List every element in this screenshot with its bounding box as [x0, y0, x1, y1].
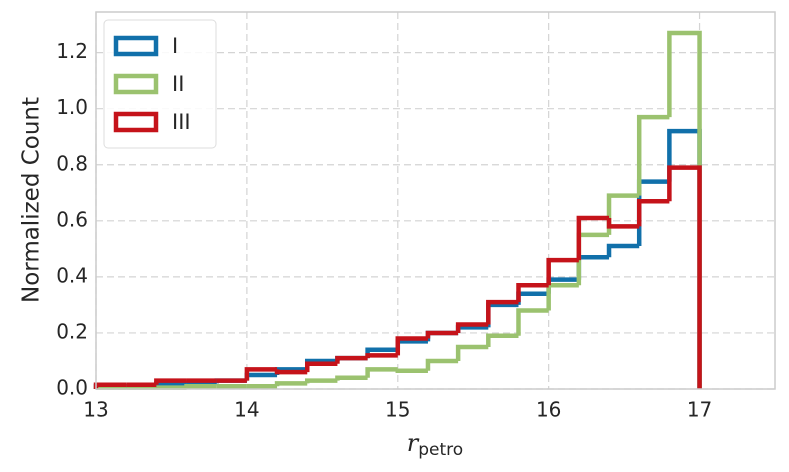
hist-step	[606, 193, 640, 235]
legend-swatch	[113, 35, 159, 57]
hist-step	[425, 358, 459, 371]
x-tick-label: 16	[536, 398, 561, 422]
y-tick-label: 1.2	[56, 39, 88, 63]
hist-step	[516, 283, 549, 303]
hist-step	[335, 375, 368, 381]
hist-step	[516, 291, 549, 305]
x-axis-label-main: r	[407, 429, 420, 457]
hist-step	[154, 378, 187, 385]
hist-step	[395, 368, 428, 374]
hist-step	[395, 339, 428, 350]
hist-step	[395, 336, 428, 356]
y-axis-label: Normalized Count	[19, 97, 45, 303]
hist-step	[304, 361, 338, 373]
x-tick-label: 15	[385, 398, 410, 422]
y-tick-label: 1.0	[56, 95, 88, 119]
hist-step	[576, 232, 610, 286]
hist-step	[516, 308, 549, 336]
hist-step	[546, 283, 579, 311]
y-tick-label: 0.4	[56, 263, 88, 287]
hist-step	[486, 302, 519, 328]
hist-step	[606, 243, 640, 258]
y-tick-label: 0.2	[56, 319, 88, 343]
hist-step	[486, 333, 519, 347]
hist-step	[425, 330, 459, 339]
hist-step	[636, 198, 670, 227]
hist-step	[636, 114, 670, 196]
hist-step	[455, 344, 489, 361]
hist-step	[576, 215, 610, 261]
legend-swatch	[113, 111, 159, 133]
hist-step	[667, 30, 702, 389]
x-axis-label-sub: petro	[418, 440, 463, 460]
x-tick-label: 17	[687, 398, 712, 422]
hist-step	[486, 299, 519, 325]
series	[93, 165, 702, 389]
hist-step	[455, 322, 489, 333]
hist-step	[244, 372, 278, 381]
plot-frame	[95, 11, 776, 390]
hist-step	[455, 325, 489, 333]
hist-step	[184, 383, 217, 389]
legend-swatch	[113, 73, 159, 95]
legend-label: II	[172, 72, 184, 96]
histogram	[93, 30, 702, 390]
x-axis-label: rpetro	[407, 429, 463, 461]
x-tick-label: 13	[83, 398, 108, 422]
hist-step	[244, 367, 278, 381]
legend-label: III	[172, 110, 191, 134]
y-tick-label: 0.0	[56, 376, 88, 400]
x-tick-label: 14	[234, 398, 259, 422]
y-tick-label: 0.6	[56, 207, 88, 231]
hist-step	[304, 378, 338, 384]
hist-step	[365, 367, 398, 378]
legend-label: I	[172, 34, 178, 58]
y-tick-label: 0.8	[56, 151, 88, 175]
hist-step	[365, 353, 398, 359]
hist-step	[274, 381, 308, 387]
hist-step	[606, 218, 640, 229]
hist-step	[335, 355, 368, 364]
hist-step	[636, 179, 670, 247]
hist-step	[667, 165, 702, 389]
hist-step	[546, 257, 579, 286]
hist-step	[274, 369, 308, 375]
